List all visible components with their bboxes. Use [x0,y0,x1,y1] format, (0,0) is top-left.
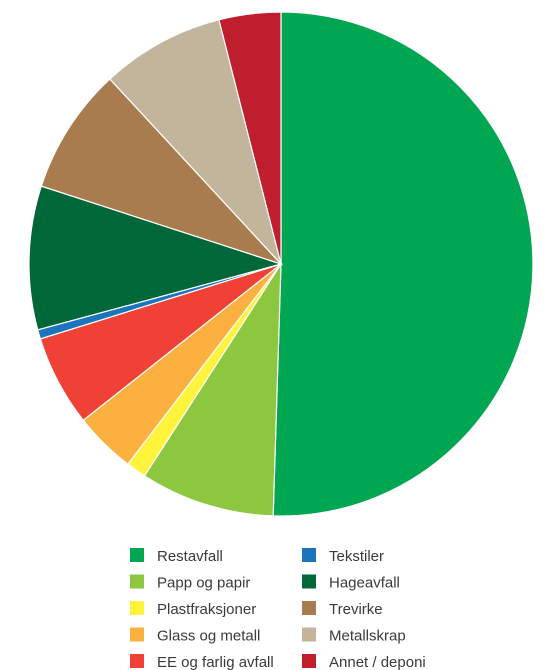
legend: Restavfall Papp og papir Plastfraksjoner Gl… [130,548,426,670]
legend-swatch [130,627,144,642]
legend-label: Tekstiler [329,548,384,565]
pie-slice-metallskrap [109,19,282,265]
legend-item-restavfall: Restavfall [130,548,223,565]
legend-label: Glass og metall [157,628,260,645]
pie-slice-annet-deponi [218,11,282,265]
legend-label: Papp og papir [157,575,250,592]
legend-item-metallskrap: Metallskrap [302,627,406,645]
legend-swatch [130,574,144,589]
legend-item-tekstiler: Tekstiler [302,548,384,565]
legend-label: Hageavfall [329,575,400,592]
legend-swatch [302,574,316,589]
legend-item-hageavfall: Hageavfall [302,574,400,592]
pie-slice-restavfall [272,11,534,517]
legend-item-glass-og-metall: Glass og metall [130,627,260,645]
pie-slice-papp-og-papir [143,261,282,517]
pie-slice-trevirke [40,78,284,266]
legend-label: EE og farlig avfall [157,654,274,670]
legend-item-annet-deponi: Annet / deponi [302,654,426,670]
pie-slices [28,11,534,517]
legend-swatch [302,601,316,615]
pie-slice-hageavfall [28,185,284,331]
legend-item-trevirke: Trevirke [302,601,383,618]
legend-swatch [130,548,144,562]
legend-swatch [130,654,144,668]
legend-label: Annet / deponi [329,654,426,670]
legend-label: Metallskrap [329,628,406,645]
legend-swatch [302,627,316,642]
legend-swatch [130,601,144,615]
legend-label: Plastfraksjoner [157,601,256,618]
legend-item-plastfraksjoner: Plastfraksjoner [130,601,256,618]
legend-label: Trevirke [329,601,383,618]
legend-swatch [302,548,316,562]
legend-item-ee-og-farlig-avfall: EE og farlig avfall [130,654,274,670]
legend-swatch [302,654,316,668]
legend-item-papp-og-papir: Papp og papir [130,574,250,592]
legend-label: Restavfall [157,548,223,565]
